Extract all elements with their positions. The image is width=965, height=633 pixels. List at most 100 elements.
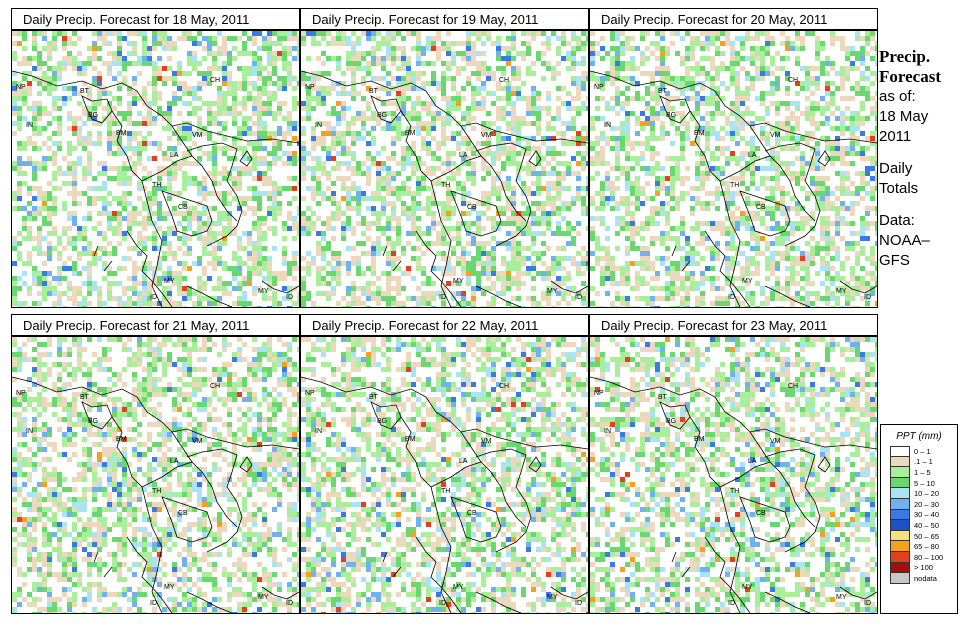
precip-cell: [17, 141, 22, 146]
precip-cell: [321, 61, 326, 66]
precip-cell: [227, 51, 232, 56]
precip-cell: [27, 236, 32, 241]
precip-cell: [506, 156, 511, 161]
precip-cell: [466, 226, 471, 231]
precip-cell: [197, 86, 202, 91]
precip-cell: [526, 171, 531, 176]
precip-cell: [272, 141, 277, 146]
precip-cell: [167, 166, 172, 171]
precip-cell: [117, 201, 122, 206]
precip-cell: [511, 121, 516, 126]
precip-cell: [257, 216, 262, 221]
precip-cell: [735, 51, 740, 56]
precip-cell: [252, 291, 257, 296]
precip-cell: [212, 41, 217, 46]
precip-cell: [32, 126, 37, 131]
precip-cell: [820, 61, 825, 66]
precip-cell: [361, 286, 366, 291]
precip-cell: [257, 246, 262, 251]
precip-cell: [272, 201, 277, 206]
precip-cell: [311, 256, 316, 261]
precip-cell: [461, 261, 466, 266]
precip-cell: [411, 211, 416, 216]
precip-cell: [431, 171, 436, 176]
precip-cell: [416, 261, 421, 266]
precip-cell: [845, 151, 850, 156]
precip-cell: [227, 216, 232, 221]
precip-cell: [202, 221, 207, 226]
precip-cell: [531, 71, 536, 76]
precip-cell: [501, 271, 506, 276]
precip-cell: [237, 51, 242, 56]
precip-cell: [561, 176, 566, 181]
precip-cell: [825, 216, 830, 221]
precip-cell: [321, 86, 326, 91]
precip-cell: [446, 66, 451, 71]
precip-cell: [396, 216, 401, 221]
precip-cell: [750, 156, 755, 161]
precip-cell: [471, 291, 476, 296]
precip-cell: [650, 216, 655, 221]
precip-cell: [252, 151, 257, 156]
precip-cell: [571, 171, 576, 176]
forecast-panel-2: Daily Precip. Forecast for 19 May, 2011 …: [300, 8, 589, 308]
precip-cell: [690, 226, 695, 231]
precip-cell: [586, 296, 588, 301]
precip-cell: [242, 151, 247, 156]
precip-cell: [835, 146, 840, 151]
precip-cell: [720, 231, 725, 236]
precip-cell: [47, 111, 52, 116]
country-label-ch: CH: [210, 77, 220, 84]
precip-cell: [521, 231, 526, 236]
precip-cell: [376, 176, 381, 181]
precip-cell: [396, 66, 401, 71]
precip-cell: [875, 186, 877, 191]
precip-cell: [710, 226, 715, 231]
precip-cell: [202, 36, 207, 41]
precip-cell: [122, 201, 127, 206]
precip-cell: [820, 106, 825, 111]
country-labels: NP BT BG IN CH BM VM LA TH CB MY MY ID I…: [305, 77, 582, 301]
precip-cell: [411, 31, 416, 36]
precip-cell: [187, 71, 192, 76]
precip-cell: [396, 136, 401, 141]
precip-cell: [87, 286, 92, 291]
precip-cell: [232, 101, 237, 106]
precip-cell: [227, 156, 232, 161]
precip-cell: [366, 266, 371, 271]
precip-cell: [177, 211, 182, 216]
precip-cell: [197, 261, 202, 266]
precip-cell: [640, 226, 645, 231]
precip-cell: [840, 96, 845, 101]
precip-cell: [521, 136, 526, 141]
precip-cell: [391, 116, 396, 121]
precip-cell: [551, 256, 556, 261]
precip-cell: [571, 141, 576, 146]
precip-cell: [217, 181, 222, 186]
precip-cell: [122, 196, 127, 201]
precip-cell: [820, 216, 825, 221]
precip-cell: [486, 191, 491, 196]
precip-cell: [52, 46, 57, 51]
precip-cell: [745, 106, 750, 111]
precip-cell: [690, 256, 695, 261]
precip-cell: [242, 81, 247, 86]
precip-cell: [217, 111, 222, 116]
precip-cell: [665, 81, 670, 86]
precip-cell: [351, 206, 356, 211]
precip-cell: [536, 301, 541, 306]
precip-cell: [705, 201, 710, 206]
precip-cell: [840, 41, 845, 46]
precip-cell: [496, 141, 501, 146]
precip-cell: [42, 191, 47, 196]
precip-cell: [301, 276, 306, 281]
precip-cell: [426, 226, 431, 231]
precip-cell: [795, 246, 800, 251]
precip-cell: [237, 131, 242, 136]
precip-cell: [471, 41, 476, 46]
precip-cell: [760, 176, 765, 181]
precip-cell: [461, 296, 466, 301]
precip-cell: [117, 221, 122, 226]
precip-cell: [32, 146, 37, 151]
precip-cell: [860, 91, 865, 96]
